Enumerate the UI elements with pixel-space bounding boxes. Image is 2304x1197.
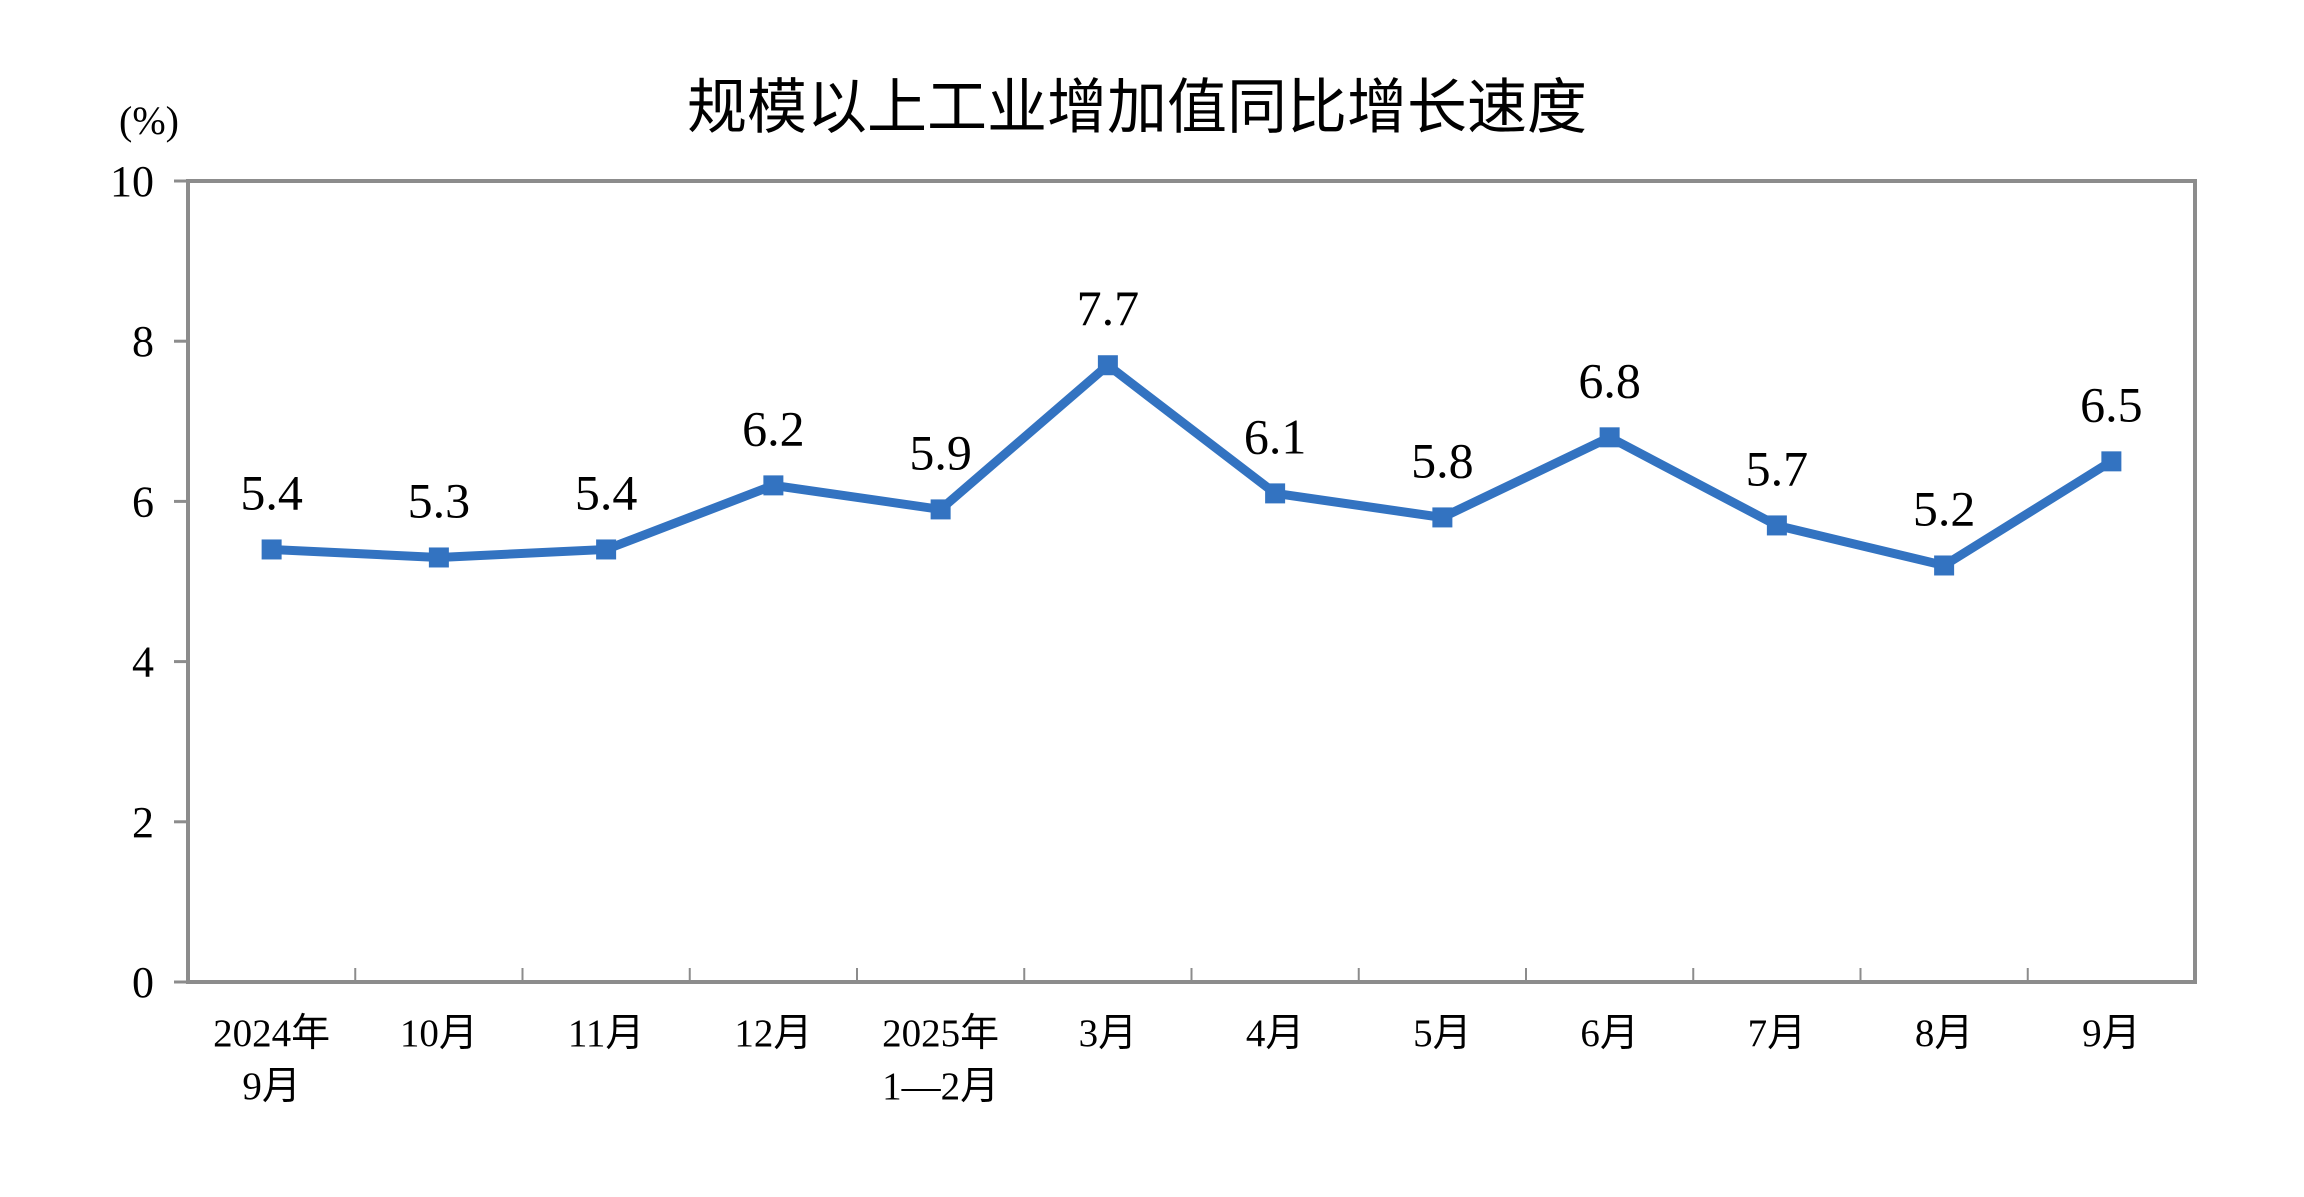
x-axis-ticks: 2024年 9月 10月 11月 12月 2025年 1—2月 3月 4月 5月 6月 7月 8月 9月 [213,968,2141,1108]
data-point-marker [428,547,449,568]
y-unit-label: (%) [119,98,179,143]
data-label: 7.7 [1077,280,1140,336]
data-label: 6.8 [1578,352,1641,408]
x-tick-label: 1—2月 [882,1065,999,1108]
x-tick-label: 2024年 [213,1012,330,1055]
y-tick-label: 8 [132,317,154,366]
data-point-marker [2101,451,2122,472]
data-point-marker [1766,515,1787,536]
data-label: 5.9 [909,424,972,480]
data-label: 6.1 [1244,408,1307,464]
data-point-marker [763,475,784,496]
x-tick-label: 12月 [734,1012,812,1055]
data-label: 5.2 [1913,480,1976,536]
series-line [271,359,2114,571]
data-label: 6.2 [742,400,805,456]
data-point-marker [596,539,617,560]
series-line-group [261,355,2122,576]
data-point-marker [930,499,951,520]
x-tick-label: 9月 [2082,1012,2141,1055]
data-point-marker [1265,483,1286,504]
data-point-marker [1097,355,1118,376]
plot-frame [186,179,2197,984]
data-label-group: 5.4 5.3 5.4 6.2 5.9 7.7 6.1 5.8 6.8 5.7 5.2 6.5 [240,280,2142,536]
data-label: 5.4 [240,464,303,520]
data-point-marker [1599,427,1620,448]
x-tick-label: 5月 [1413,1012,1472,1055]
y-tick-label: 0 [132,958,154,1007]
data-label: 6.5 [2080,376,2143,432]
y-tick-label: 6 [132,477,154,526]
x-tick-label: 4月 [1246,1012,1305,1055]
y-axis-ticks: 0 2 4 6 8 10 [110,157,188,1007]
data-label: 5.3 [408,472,471,528]
x-tick-label: 9月 [242,1065,301,1108]
x-tick-label: 6月 [1580,1012,1639,1055]
data-label: 5.7 [1746,440,1809,496]
y-tick-label: 10 [110,157,154,206]
x-tick-label: 3月 [1079,1012,1138,1055]
chart-title: 规模以上工业增加值同比增长速度 [687,73,1587,143]
x-tick-label: 11月 [568,1012,645,1055]
data-point-marker [1432,507,1453,528]
data-label: 5.4 [575,464,638,520]
y-tick-label: 2 [132,798,154,847]
data-label: 5.8 [1411,432,1474,488]
data-point-marker [1934,555,1955,576]
x-tick-label: 10月 [400,1012,478,1055]
data-point-marker [261,539,282,560]
y-tick-label: 4 [132,638,154,687]
x-tick-label: 2025年 [882,1012,999,1055]
x-tick-label: 7月 [1748,1012,1807,1055]
x-tick-label: 8月 [1915,1012,1974,1055]
